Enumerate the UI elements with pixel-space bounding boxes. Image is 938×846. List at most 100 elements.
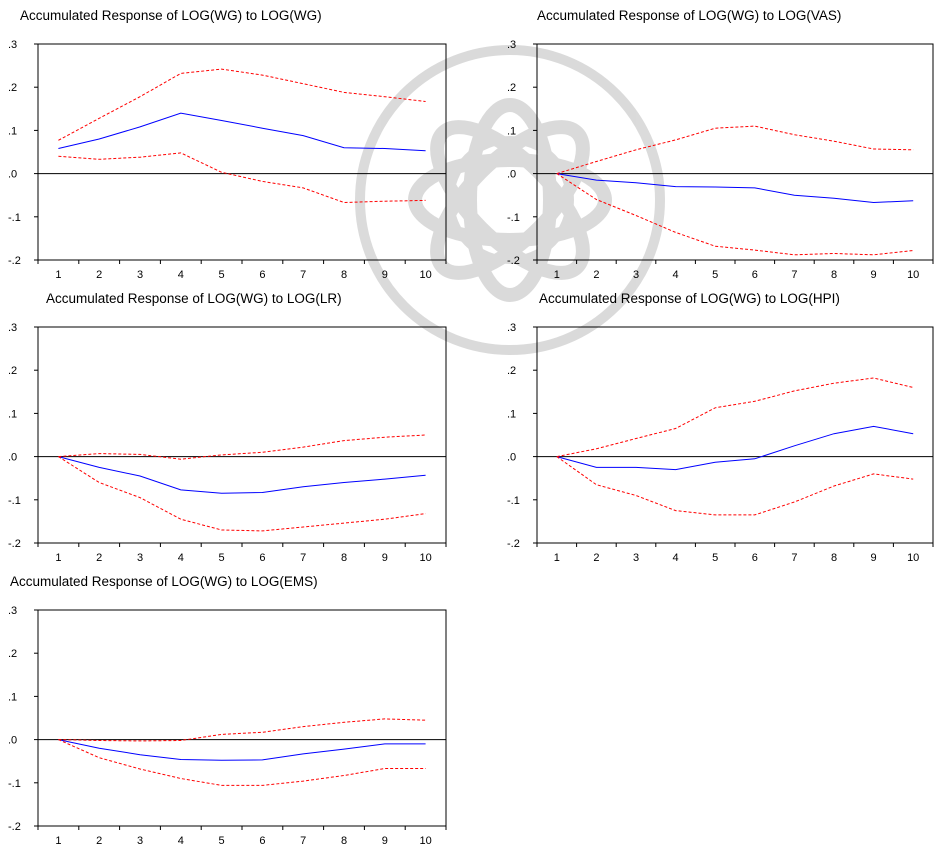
response-line xyxy=(556,173,914,204)
x-tick-label: 10 xyxy=(419,269,431,280)
x-tick-label: 5 xyxy=(219,552,225,563)
x-tick-label: 4 xyxy=(178,269,184,280)
x-tick-label: 2 xyxy=(96,552,102,563)
y-tick-label: -.1 xyxy=(507,212,520,224)
x-tick-label: 8 xyxy=(831,269,837,280)
chart-panel-1: Accumulated Response of LOG(WG) to LOG(W… xyxy=(0,0,470,280)
y-tick-label: .3 xyxy=(8,39,17,51)
x-tick-label: 5 xyxy=(219,269,225,280)
lower-band-line xyxy=(556,456,914,516)
response-line xyxy=(58,112,426,152)
y-tick-label: .0 xyxy=(8,452,17,464)
chart-title: Accumulated Response of LOG(WG) to LOG(W… xyxy=(20,8,322,23)
x-tick-label: 9 xyxy=(382,835,388,846)
x-tick-label: 8 xyxy=(341,269,347,280)
chart-plot: .3 .2 .1 .0 -.1 -.2 1 2 3 4 5 6 7 8 9 10 xyxy=(8,605,447,846)
y-tick-label: .0 xyxy=(507,452,516,464)
plot-frame xyxy=(37,609,447,827)
x-tick-label: 9 xyxy=(382,269,388,280)
x-tick-label: 9 xyxy=(871,269,877,280)
lower-band-line xyxy=(556,173,914,256)
x-tick-label: 6 xyxy=(752,552,758,563)
x-tick-label: 3 xyxy=(633,269,639,280)
y-tick-label: -.2 xyxy=(507,255,520,267)
y-tick-label: -.1 xyxy=(8,495,21,507)
plot-frame xyxy=(536,43,934,261)
y-tick-label: .2 xyxy=(507,82,516,94)
x-tick-label: 1 xyxy=(55,552,61,563)
x-tick-label: 10 xyxy=(907,269,919,280)
x-tick-label: 7 xyxy=(300,552,306,563)
x-tick-label: 1 xyxy=(55,269,61,280)
y-tick-label: -.1 xyxy=(8,212,21,224)
chart-plot: .3 .2 .1 .0 -.1 -.2 1 2 3 4 5 6 7 8 9 10 xyxy=(507,322,934,563)
plot-frame xyxy=(37,43,447,261)
x-tick-label: 10 xyxy=(419,552,431,563)
x-tick-label: 3 xyxy=(633,552,639,563)
x-tick-label: 3 xyxy=(137,835,143,846)
y-tick-label: .2 xyxy=(8,648,17,660)
x-tick-label: 5 xyxy=(712,269,718,280)
x-tick-label: 2 xyxy=(593,269,599,280)
x-tick-label: 9 xyxy=(382,552,388,563)
lower-band-line xyxy=(58,152,426,204)
y-tick-label: .1 xyxy=(8,125,17,137)
y-tick-label: .0 xyxy=(8,735,17,747)
x-tick-label: 2 xyxy=(593,552,599,563)
x-tick-label: 7 xyxy=(791,269,797,280)
y-tick-label: -.2 xyxy=(8,255,21,267)
response-line xyxy=(556,425,914,471)
response-line xyxy=(58,739,426,761)
y-tick-label: .1 xyxy=(8,691,17,703)
y-tick-label: .1 xyxy=(507,125,516,137)
y-tick-label: .1 xyxy=(507,408,516,420)
x-tick-label: 4 xyxy=(673,269,679,280)
x-tick-label: 8 xyxy=(831,552,837,563)
upper-band-line xyxy=(58,434,426,460)
y-tick-label: -.2 xyxy=(507,538,520,550)
upper-band-line xyxy=(58,718,426,742)
x-tick-label: 4 xyxy=(673,552,679,563)
y-tick-label: .2 xyxy=(8,365,17,377)
x-tick-label: 10 xyxy=(907,552,919,563)
chart-title: Accumulated Response of LOG(WG) to LOG(H… xyxy=(539,291,840,306)
upper-band-line xyxy=(556,377,914,458)
chart-panel-4: Accumulated Response of LOG(WG) to LOG(H… xyxy=(475,283,938,563)
y-tick-label: -.2 xyxy=(8,538,21,550)
y-tick-label: -.1 xyxy=(8,778,21,790)
y-tick-label: .0 xyxy=(507,169,516,181)
lower-band-line xyxy=(58,456,426,532)
x-tick-label: 8 xyxy=(341,835,347,846)
y-tick-label: .2 xyxy=(507,365,516,377)
chart-panel-5: Accumulated Response of LOG(WG) to LOG(E… xyxy=(0,566,470,846)
y-tick-label: .3 xyxy=(507,322,516,334)
y-tick-label: -.1 xyxy=(507,495,520,507)
x-tick-label: 2 xyxy=(96,835,102,846)
lower-band-line xyxy=(58,739,426,786)
chart-panel-2: Accumulated Response of LOG(WG) to LOG(V… xyxy=(475,0,938,280)
x-tick-label: 6 xyxy=(259,269,265,280)
x-tick-label: 5 xyxy=(219,835,225,846)
y-tick-label: .3 xyxy=(8,605,17,617)
x-tick-label: 4 xyxy=(178,835,184,846)
x-tick-label: 3 xyxy=(137,552,143,563)
chart-plot: .3 .2 .1 .0 -.1 -.2 1 2 3 4 5 6 7 8 9 10 xyxy=(8,39,447,280)
chart-title: Accumulated Response of LOG(WG) to LOG(L… xyxy=(46,291,342,306)
upper-band-line xyxy=(556,125,914,175)
chart-plot: .3 .2 .1 .0 -.1 -.2 1 2 3 4 5 6 7 8 9 10 xyxy=(507,39,934,280)
x-tick-label: 1 xyxy=(55,835,61,846)
y-tick-label: .2 xyxy=(8,82,17,94)
y-tick-label: -.2 xyxy=(8,821,21,833)
x-tick-label: 8 xyxy=(341,552,347,563)
chart-plot: .3 .2 .1 .0 -.1 -.2 1 2 3 4 5 6 7 8 9 10 xyxy=(8,322,447,563)
y-tick-label: .3 xyxy=(507,39,516,51)
x-tick-label: 6 xyxy=(259,552,265,563)
chart-panel-3: Accumulated Response of LOG(WG) to LOG(L… xyxy=(0,283,470,563)
x-tick-label: 4 xyxy=(178,552,184,563)
upper-band-line xyxy=(58,68,426,141)
y-tick-label: .3 xyxy=(8,322,17,334)
chart-title: Accumulated Response of LOG(WG) to LOG(E… xyxy=(10,574,318,589)
x-tick-label: 9 xyxy=(871,552,877,563)
y-tick-label: .0 xyxy=(8,169,17,181)
x-tick-label: 5 xyxy=(712,552,718,563)
